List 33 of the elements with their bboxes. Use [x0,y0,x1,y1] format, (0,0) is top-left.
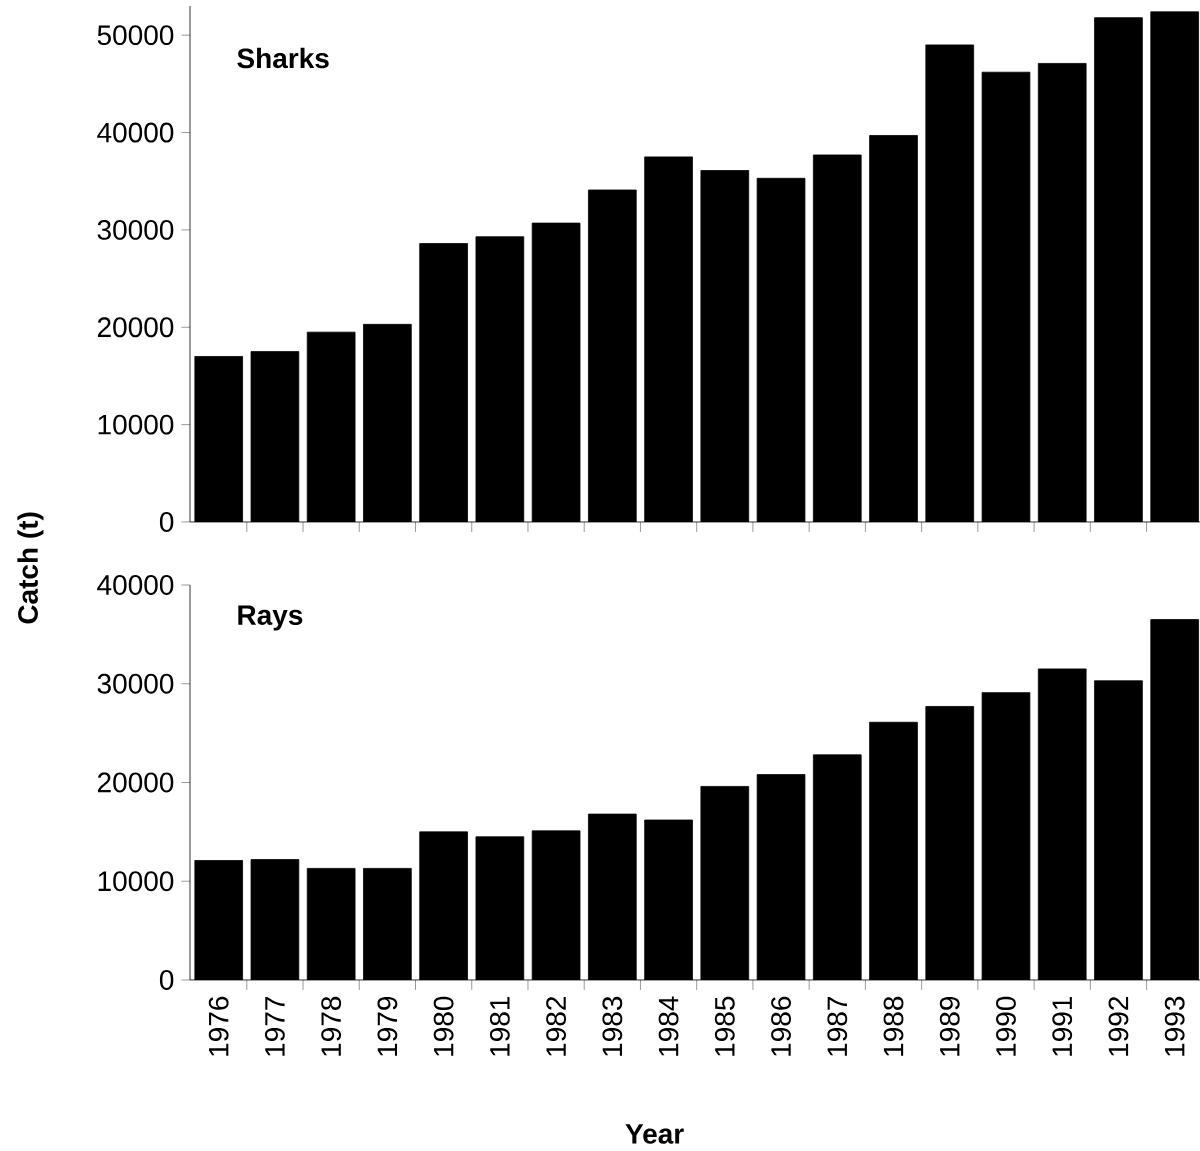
y-tick-label: 10000 [98,414,174,435]
x-tick-label: 1993 [1164,996,1185,1056]
y-tick-label: 50000 [97,25,174,46]
x-tick-label: 1976 [208,996,229,1056]
x-tick-label: 1992 [1108,996,1129,1056]
y-axis-title: Catch (t) [17,512,44,624]
x-tick-label: 1982 [546,996,567,1056]
x-tick-label: 1984 [658,996,679,1056]
x-tick-label: 1983 [602,996,623,1056]
y-tick-label: 0 [159,970,174,990]
text: Sharks [237,47,329,69]
y-tick-label: 30000 [97,219,174,240]
y-tick-label: 40000 [97,575,174,595]
y-tick-label: 20000 [97,772,174,793]
x-tick-label: 1988 [883,996,904,1056]
x-tick-label: 1977 [264,996,285,1056]
x-tick-label: 1979 [377,996,398,1056]
x-tick-label: 1985 [714,996,735,1056]
x-tick-label: 1991 [1052,996,1073,1056]
y-tick-label: 20000 [97,317,174,338]
x-tick-label: 1986 [771,996,791,1056]
y-tick-label: 40000 [97,122,174,143]
x-tick-label: 1980 [433,996,454,1056]
x-tick-label: 1978 [321,996,342,1056]
text: Rays [238,605,303,631]
x-tick-label: 1989 [939,996,960,1056]
x-tick-label: 1987 [827,996,848,1056]
y-tick-label: 0 [159,512,174,532]
y-tick-label: 30000 [97,673,174,694]
y-tick-label: 10000 [98,871,174,892]
x-tick-label: 1981 [489,996,510,1056]
x-tick-label: 1990 [996,996,1016,1056]
x-axis-title: Year [625,1124,684,1144]
